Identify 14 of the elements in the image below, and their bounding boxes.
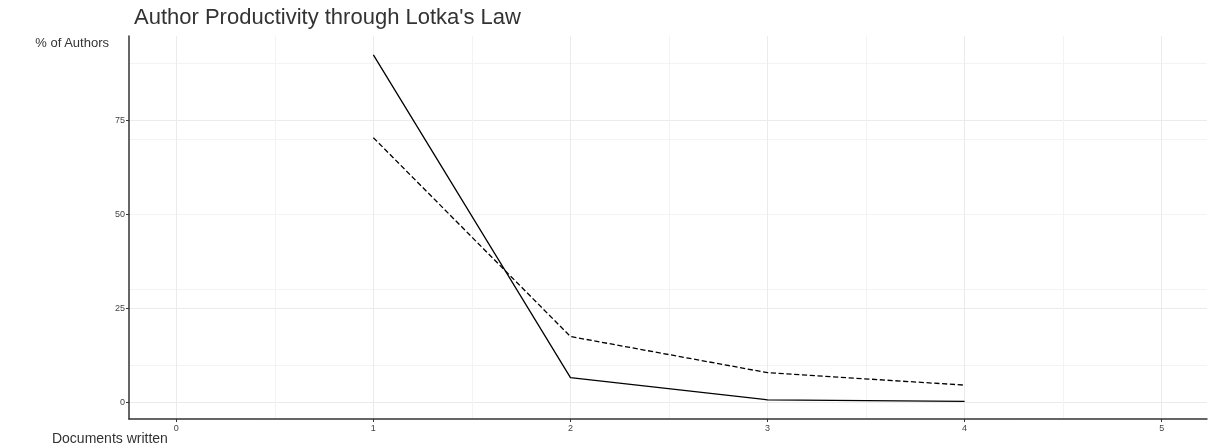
x-axis-title: Documents written [51, 430, 168, 446]
x-tick-label: 3 [765, 422, 771, 433]
x-tick-label: 5 [1159, 422, 1165, 433]
y-tick-label: 50 [114, 209, 125, 220]
x-tick-label: 2 [567, 422, 573, 433]
x-tick-label: 0 [173, 422, 179, 433]
y-tick-label: 25 [114, 303, 125, 314]
y-axis-title: % of Authors [35, 35, 110, 50]
y-tick-label: 0 [119, 397, 125, 408]
line-series [372, 54, 966, 402]
chart-title: Author Productivity through Lotka's Law [134, 3, 522, 29]
x-tick-label: 4 [962, 422, 968, 433]
y-tick-label: 75 [114, 114, 125, 125]
x-tick-label: 1 [370, 422, 376, 433]
